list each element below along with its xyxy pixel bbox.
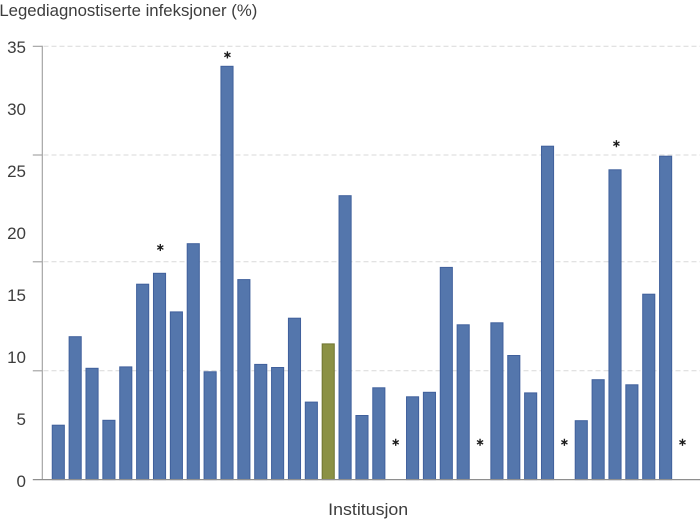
svg-text:Institusjon: Institusjon	[328, 501, 408, 519]
svg-text:10: 10	[7, 348, 26, 367]
svg-text:15: 15	[7, 286, 26, 305]
svg-text:Legediagnostiserte infeksjoner: Legediagnostiserte infeksjoner (%)	[0, 2, 257, 20]
svg-text:35: 35	[7, 38, 26, 57]
svg-text:5: 5	[17, 410, 26, 429]
svg-text:30: 30	[7, 100, 26, 119]
svg-text:25: 25	[7, 162, 26, 181]
svg-text:0: 0	[17, 472, 26, 491]
svg-text:20: 20	[7, 224, 26, 243]
